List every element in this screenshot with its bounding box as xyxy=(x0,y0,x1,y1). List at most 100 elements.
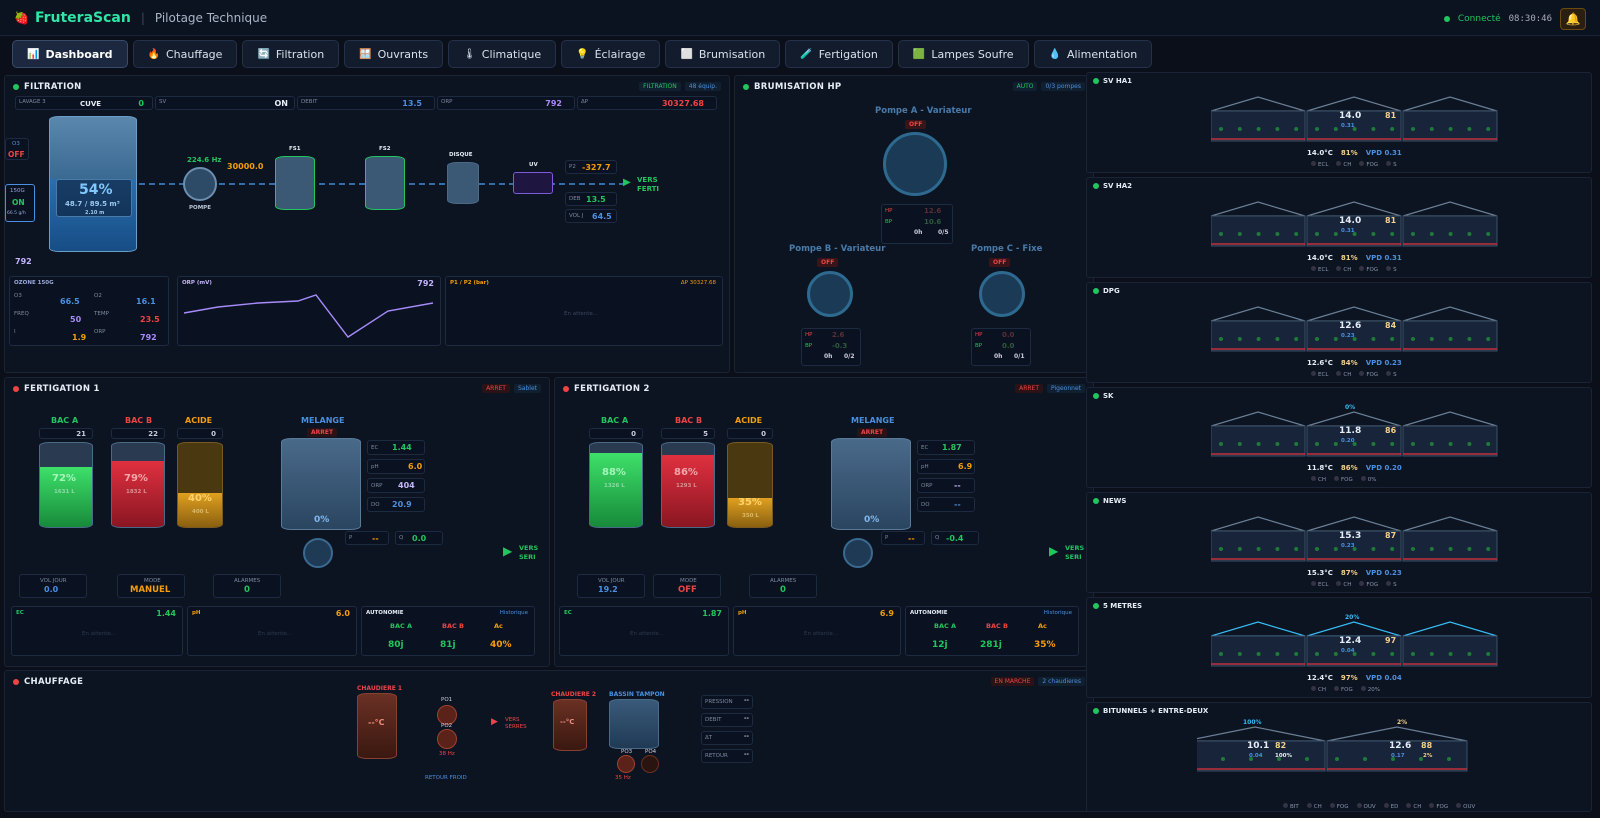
bassin-tank xyxy=(609,699,659,749)
legend-item: OUV xyxy=(1456,803,1475,810)
greenhouse-title: SV HA2 xyxy=(1093,182,1132,190)
acide-tank: 35% 350 L xyxy=(727,442,773,528)
badges: FILTRATION 48 équip. xyxy=(639,82,721,91)
greenhouse-visual: 14.0 81 0.31 xyxy=(1211,194,1498,250)
pompe-c-dial[interactable] xyxy=(979,271,1025,317)
pompe-b-dial[interactable] xyxy=(807,271,853,317)
ph-readout: pH 6.0 xyxy=(367,459,425,474)
chaudiere-1-tank: --°C xyxy=(357,693,397,759)
pompe-b-stats: HP 2.6 BP -0.3 0h 0/2 xyxy=(801,328,861,366)
po1-pump-icon[interactable] xyxy=(437,705,457,725)
indicator-dot-icon xyxy=(1311,371,1316,376)
greenhouse-name: SV HA2 xyxy=(1103,182,1133,190)
greenhouse-card[interactable]: SV HA1 14.0 81 0.31 14.0°C 81% VPD 0.31 ECL CH FO… xyxy=(1086,72,1592,173)
bell-icon[interactable]: 🔔 xyxy=(1560,8,1586,30)
thermometer-icon: 🌡 xyxy=(463,48,476,60)
status-dot-icon xyxy=(1093,78,1099,84)
top-value: 20% xyxy=(1345,614,1360,621)
historique-link[interactable]: Historique xyxy=(499,610,528,616)
tab-fertigation[interactable]: 🧪 Fertigation xyxy=(785,40,893,68)
vpd-value: 0.31 xyxy=(1341,228,1355,234)
pump-icon[interactable] xyxy=(303,538,333,568)
greenhouse-card[interactable]: SK 11.8 86 0.20 0% 11.8°C 86% VPD 0.20 CH FOG 0% xyxy=(1086,387,1592,488)
state-badge: ARRET xyxy=(482,384,510,393)
uv-lamp[interactable] xyxy=(513,172,553,194)
tab-filtration[interactable]: 🔄 Filtration xyxy=(242,40,340,68)
ec-chart: EC 1.44 En attente... xyxy=(11,606,183,656)
pressure-readout: P -- xyxy=(881,531,925,545)
window-icon: 🪟 xyxy=(359,48,372,60)
pompe-c-title: Pompe C - Fixe xyxy=(971,244,1043,254)
fs2-filter[interactable] xyxy=(365,156,405,210)
humidity-value-2: 88 xyxy=(1421,741,1433,750)
deb-box: DEB 13.5 xyxy=(565,192,617,206)
summary: 15.3°C 87% VPD 0.23 xyxy=(1307,569,1402,577)
tab-brumisation[interactable]: ⬜ Brumisation xyxy=(665,40,781,68)
vpd-value-2: 0.17 xyxy=(1391,753,1405,759)
o3-box[interactable]: O3 OFF xyxy=(5,138,29,160)
greenhouse-name: SK xyxy=(1103,392,1114,400)
tab-lampes-soufre[interactable]: 🟩 Lampes Soufre xyxy=(897,40,1029,68)
greenhouse-visual: 11.8 86 0.20 0% xyxy=(1211,404,1498,460)
tab-ouvrants[interactable]: 🪟 Ouvrants xyxy=(344,40,444,68)
do-readout: DO -- xyxy=(917,497,975,512)
legend-item: 20% xyxy=(1360,686,1380,693)
orp-bottom-value: 792 xyxy=(15,257,32,266)
legend-item: CH xyxy=(1336,161,1351,168)
legend-item: CH xyxy=(1311,686,1326,693)
tab-dashboard[interactable]: 📊 Dashboard xyxy=(12,40,128,68)
cuve-label: CUVE xyxy=(80,100,102,108)
greenhouse-drawing xyxy=(1211,306,1498,352)
legend: ECL CH FOG S xyxy=(1311,371,1397,378)
greenhouse-title: BITUNNELS + ENTRE-DEUX xyxy=(1093,707,1208,715)
p2-box: P2 -327.7 xyxy=(565,160,617,174)
indicator-dot-icon xyxy=(1406,803,1412,808)
disque-filter[interactable] xyxy=(447,162,479,204)
status-dot-icon xyxy=(563,386,569,392)
status-dot-icon xyxy=(1093,708,1099,714)
pressure-chart: P1 / P2 (bar) ΔP 30327.68 En attente... xyxy=(445,276,723,346)
pompe-a-dial[interactable] xyxy=(883,132,947,196)
tab-climatique[interactable]: 🌡 Climatique xyxy=(448,40,557,68)
po4-pump-icon[interactable] xyxy=(641,755,659,773)
ozone-box[interactable]: 150G ON 66.5 g/h xyxy=(5,184,35,222)
greenhouse-visual: 10.1 82 0.04 12.6 88 0.17 100% 2% 100% 2% xyxy=(1197,719,1477,775)
indicator-dot-icon xyxy=(1359,371,1365,376)
greenhouse-card[interactable]: 5 METRES 12.4 97 0.04 20% 12.4°C 97% VPD 0.04 CH… xyxy=(1086,597,1592,698)
indicator-dot-icon xyxy=(1311,161,1316,166)
greenhouse-card[interactable]: BITUNNELS + ENTRE-DEUX 10.1 82 0.04 12.6 88 0.… xyxy=(1086,702,1592,812)
greenhouse-card[interactable]: DPG 12.6 84 0.23 12.6°C 84% VPD 0.23 ECL CH FOG S xyxy=(1086,282,1592,383)
pompe-hz: 224.6 Hz xyxy=(187,156,222,164)
po3-pump-icon[interactable] xyxy=(617,755,635,773)
greenhouse-drawing xyxy=(1211,96,1498,142)
chaudiere-2-tank: --°C xyxy=(553,699,587,751)
vol-jour-box: VOL JOUR 19.2 xyxy=(577,574,645,598)
tab-alimentation[interactable]: 💧 Alimentation xyxy=(1033,40,1153,68)
fs1-filter[interactable] xyxy=(275,156,315,210)
legend-item: FOG xyxy=(1429,803,1448,810)
indicator-dot-icon xyxy=(1336,266,1342,271)
greenhouse-card[interactable]: SV HA2 14.0 81 0.31 14.0°C 81% VPD 0.31 ECL CH FO… xyxy=(1086,177,1592,278)
pompe-a-stats: HP 12.6 BP 10.6 0h 0/5 xyxy=(881,204,953,244)
pump-icon[interactable] xyxy=(843,538,873,568)
tab-chauffage[interactable]: 🔥 Chauffage xyxy=(132,40,238,68)
top-value: 100% xyxy=(1243,719,1262,726)
status-dot-icon xyxy=(1443,16,1450,22)
summary: 12.6°C 84% VPD 0.23 xyxy=(1307,359,1402,367)
chaudiere-1-label: CHAUDIERE 1 xyxy=(357,685,403,692)
pressure-readout: P -- xyxy=(345,531,389,545)
legend-item: S xyxy=(1386,161,1397,168)
historique-link[interactable]: Historique xyxy=(1043,610,1072,616)
pump-fan-icon[interactable] xyxy=(183,167,217,201)
temp-value: 11.8 xyxy=(1339,426,1362,436)
po2-pump-icon[interactable] xyxy=(437,729,457,749)
panel-header: FILTRATION xyxy=(13,82,82,92)
temp-value: 15.3 xyxy=(1339,531,1362,541)
greenhouse-name: 5 METRES xyxy=(1103,602,1143,610)
greenhouse-title: DPG xyxy=(1093,287,1120,295)
indicator-dot-icon xyxy=(1359,581,1365,586)
greenhouse-card[interactable]: NEWS 15.3 87 0.23 15.3°C 87% VPD 0.23 ECL CH FOG S xyxy=(1086,492,1592,593)
flame-icon: 🔥 xyxy=(147,48,160,60)
tab-eclairage[interactable]: 💡 Éclairage xyxy=(561,40,661,68)
ozone-detail: OZONE 150G O3 66.5 O2 16.1 FREQ 50 TEMP … xyxy=(9,276,169,346)
